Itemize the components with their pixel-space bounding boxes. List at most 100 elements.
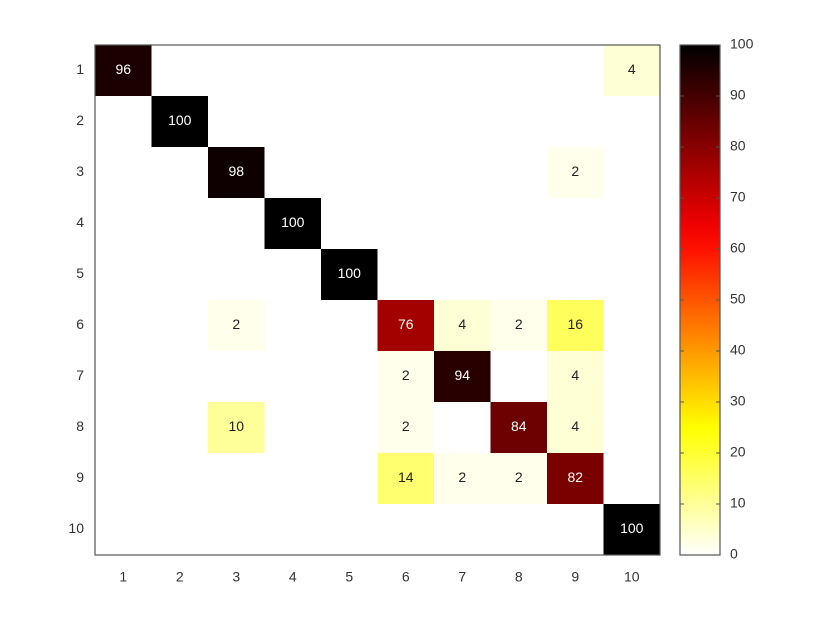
y-tick-label: 9 (76, 469, 84, 485)
cell-label: 84 (511, 418, 527, 434)
cell (151, 504, 209, 556)
cell-label: 100 (281, 214, 305, 230)
cell (434, 45, 491, 97)
cell (264, 453, 322, 505)
cell (490, 402, 548, 454)
cell (434, 96, 491, 148)
cell (547, 147, 604, 199)
cell (547, 249, 604, 301)
cell (377, 351, 435, 403)
x-tick-label: 10 (624, 569, 640, 585)
cell (547, 45, 604, 97)
cell (603, 147, 661, 199)
plot-frame (94, 44, 661, 556)
y-tick-label: 6 (76, 316, 84, 332)
cell-label: 2 (232, 316, 240, 332)
cell (208, 96, 265, 148)
cell (377, 300, 435, 352)
cell (434, 453, 491, 505)
cell (95, 351, 152, 403)
colorbar-tick-label: 50 (730, 291, 746, 307)
x-tick-label: 6 (402, 569, 410, 585)
cell (95, 249, 152, 301)
cell (434, 249, 491, 301)
cell (434, 198, 491, 250)
cell (151, 453, 209, 505)
cell (377, 147, 435, 199)
cell (95, 96, 152, 148)
x-tick-label: 8 (515, 569, 523, 585)
y-tick-label: 1 (76, 61, 84, 77)
cell (434, 402, 491, 454)
cell (490, 504, 548, 556)
colorbar-tick-label: 10 (730, 495, 746, 511)
colorbar-tick-label: 60 (730, 240, 746, 256)
cell-label: 94 (454, 367, 470, 383)
colorbar-tick-label: 80 (730, 138, 746, 154)
cell (151, 198, 209, 250)
cell (490, 453, 548, 505)
cell (264, 147, 322, 199)
cell (321, 402, 378, 454)
cell (321, 249, 378, 301)
cell (377, 249, 435, 301)
cell-label: 82 (567, 469, 583, 485)
cell (603, 249, 661, 301)
colorbar-tick-label: 70 (730, 189, 746, 205)
cell (208, 45, 265, 97)
cell-label: 2 (515, 469, 523, 485)
cell (603, 351, 661, 403)
cell (321, 147, 378, 199)
cell (321, 300, 378, 352)
colorbar (679, 44, 721, 556)
cell (208, 300, 265, 352)
cell (490, 45, 548, 97)
cell (95, 402, 152, 454)
cell (547, 504, 604, 556)
cell (264, 45, 322, 97)
cell (547, 402, 604, 454)
y-tick-label: 5 (76, 265, 84, 281)
cell (264, 504, 322, 556)
cell (377, 45, 435, 97)
cell-label: 76 (398, 316, 414, 332)
cell (377, 504, 435, 556)
cell (208, 504, 265, 556)
cell (490, 96, 548, 148)
cell-label: 100 (620, 520, 644, 536)
colorbar-tick-label: 30 (730, 393, 746, 409)
cell-label: 16 (567, 316, 583, 332)
cell (151, 300, 209, 352)
cell-label: 4 (571, 418, 579, 434)
cell (95, 45, 152, 97)
cell-label: 100 (168, 112, 192, 128)
cell (151, 45, 209, 97)
cell (321, 351, 378, 403)
x-tick-label: 3 (232, 569, 240, 585)
cell (151, 351, 209, 403)
cell (547, 351, 604, 403)
cell-label: 96 (115, 61, 131, 77)
cell (95, 198, 152, 250)
cell (208, 402, 265, 454)
colorbar-tick-label: 100 (730, 36, 754, 52)
cell-label: 98 (228, 163, 244, 179)
cell (151, 96, 209, 148)
y-tick-label: 3 (76, 163, 84, 179)
cell (321, 96, 378, 148)
cell (95, 453, 152, 505)
cell (490, 300, 548, 352)
cell (490, 147, 548, 199)
cell (547, 453, 604, 505)
cell (264, 402, 322, 454)
cell (321, 198, 378, 250)
cell (377, 96, 435, 148)
cell (603, 504, 661, 556)
cell (208, 453, 265, 505)
cell (603, 402, 661, 454)
x-tick-label: 9 (571, 569, 579, 585)
cell (547, 198, 604, 250)
cell-label: 2 (458, 469, 466, 485)
x-tick-label: 5 (345, 569, 353, 585)
